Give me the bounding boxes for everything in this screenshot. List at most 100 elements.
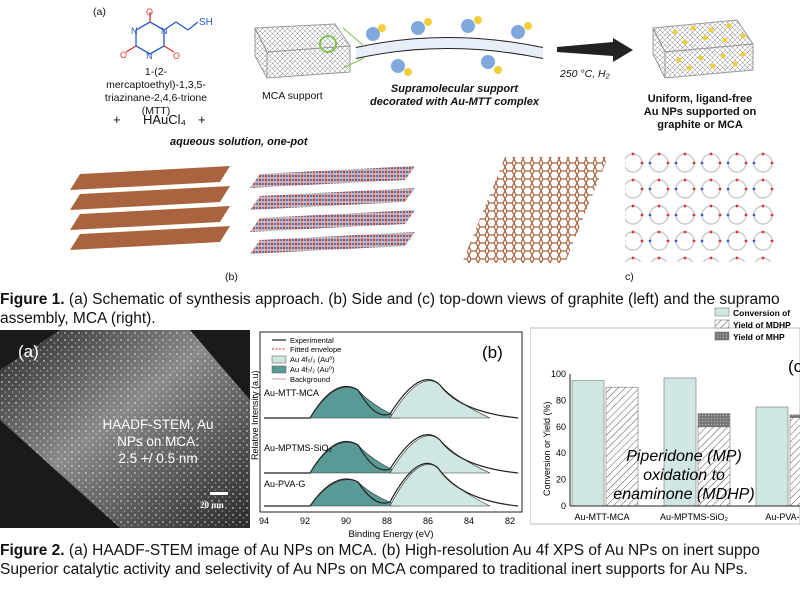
- bar-panel-label: (c: [788, 357, 800, 376]
- uniform-line-1: Uniform, ligand-free: [647, 93, 753, 105]
- xps-legend-4f72: Au 4f₇/₂ (Au⁰): [290, 365, 335, 374]
- stem-scalebar-label: 20 nm: [200, 500, 224, 510]
- supramolecular-line-2: decorated with Au-MTT complex: [370, 96, 539, 108]
- ring-nitrogen-3: N: [146, 51, 153, 61]
- bar-conversion-2: [663, 377, 697, 507]
- au-np-product-graphic: [652, 19, 754, 79]
- bar-conversion-1: [571, 380, 605, 507]
- mtt-name: 1-(2-mercaptoethyl)-1,3,5- triazinane-2,…: [96, 66, 216, 118]
- xps-legend-experimental: Experimental: [290, 336, 334, 345]
- stem-scalebar: [210, 492, 228, 495]
- figure2-caption: Figure 2. (a) HAADF-STEM image of Au NPs…: [0, 541, 760, 560]
- bar-mdhp-2: [697, 426, 731, 507]
- stem-panel-label: (a): [18, 342, 39, 361]
- x-category-3: Au-PVA-G: [765, 512, 800, 522]
- ring-nitrogen-1: N: [131, 26, 138, 36]
- thiol-group: SH: [199, 17, 213, 28]
- figure2-caption-line-1: (a) HAADF-STEM image of Au NPs on MCA. (…: [64, 542, 760, 559]
- bar-mhp-2: [697, 413, 731, 428]
- reaction-conditions: 250 °C, H₂: [560, 68, 610, 80]
- haucl4-label: HAuCl₄: [143, 112, 186, 127]
- aqueous-label: aqueous solution, one-pot: [170, 136, 308, 148]
- ring-oxygen-1: O: [146, 8, 153, 17]
- xps-legend-fitted: Fitted envelope: [290, 345, 341, 354]
- ring-oxygen-2: O: [120, 50, 127, 60]
- xps-y-axis-label: Relative Intensity (a.u): [250, 370, 260, 460]
- fig1-panel-c-label: c): [625, 271, 634, 283]
- stem-annotation-line-1: HAADF-STEM, Au: [102, 417, 214, 432]
- mtt-name-line-1: 1-(2-mercaptoethyl)-1,3,5-: [106, 66, 206, 91]
- mtt-molecule-structure: N N N O O O SH: [120, 8, 213, 61]
- chart-frame: [530, 327, 800, 525]
- stem-image: (a) HAADF-STEM, Au NPs on MCA: 2.5 +/ 0.…: [0, 330, 250, 528]
- stem-annotation: HAADF-STEM, Au NPs on MCA: 2.5 +/ 0.5 nm: [88, 416, 228, 467]
- figure2-caption-line2: Superior catalytic activity and selectiv…: [0, 561, 748, 578]
- legend-mhp: Yield of MHP: [733, 332, 785, 342]
- legend-mdhp: Yield of MDHP: [733, 320, 791, 330]
- xps-legend: Experimental Fitted envelope Au 4f₅/₂ (A…: [271, 336, 341, 384]
- fig1-panel-b-label: (b): [225, 271, 238, 283]
- y-tick-60: 60: [556, 422, 566, 432]
- xps-x-tick-6: 84: [464, 516, 474, 526]
- ring-oxygen-3: O: [173, 51, 180, 61]
- bar-legend: Conversion of Yield of MDHP Yield of MHP: [714, 307, 791, 342]
- y-tick-40: 40: [556, 448, 566, 458]
- xps-legend-background: Background: [290, 375, 330, 384]
- bar-y-axis-label: Conversion or Yield (%): [542, 401, 552, 496]
- mca-support-graphic: [254, 23, 351, 79]
- xps-legend-4f52: Au 4f₅/₂ (Au⁰): [290, 355, 335, 364]
- graphite-side-view: [70, 166, 230, 250]
- supramolecular-line-1: Supramolecular support: [390, 83, 519, 95]
- xps-x-tick-3: 90: [341, 516, 351, 526]
- stem-annotation-line-2: NPs on MCA:: [117, 434, 199, 449]
- inset-line-2: oxidation to: [643, 467, 725, 484]
- x-category-1: Au-MTT-MCA: [575, 512, 630, 522]
- xps-x-tick-7: 82: [505, 516, 515, 526]
- catalysis-bar-chart: 0 20 40 60 80 100 Conversion or Yield (%…: [530, 307, 800, 525]
- xps-panel-label: (b): [482, 343, 503, 362]
- bar-mdhp-1: [605, 386, 639, 507]
- xps-sample-1: Au-MTT-MCA: [264, 388, 319, 398]
- bar-conversion-3: [755, 406, 789, 507]
- figure1-caption: Figure 1. (a) Schematic of synthesis app…: [0, 290, 780, 309]
- figure1-caption-prefix: Figure 1.: [0, 291, 65, 308]
- decorated-sheet-graphic: [342, 16, 544, 76]
- y-tick-0: 0: [561, 501, 566, 511]
- uniform-line-3: graphite or MCA: [657, 119, 743, 131]
- xps-sample-2: Au-MPTMS-SiO₂: [264, 443, 333, 453]
- bar-mhp-3: [789, 414, 800, 418]
- plus-sign-1: +: [113, 112, 121, 127]
- xps-x-tick-4: 88: [382, 516, 392, 526]
- inset-line-1: Piperidone (MP): [626, 448, 742, 465]
- bar-mdhp-3: [789, 417, 800, 507]
- uniform-label: Uniform, ligand-free Au NPs supported on…: [625, 93, 775, 132]
- y-tick-100: 100: [551, 369, 566, 379]
- xps-sample-3: Au-PVA-G: [264, 479, 305, 489]
- legend-conversion: Conversion of: [733, 308, 790, 318]
- stem-annotation-line-3: 2.5 +/ 0.5 nm: [118, 451, 198, 466]
- y-tick-20: 20: [556, 475, 566, 485]
- plus-sign-2: +: [198, 112, 206, 127]
- mtt-name-line-2: triazinane-2,4,6-trione: [104, 92, 208, 104]
- figure1-caption-line2: assembly, MCA (right).: [0, 310, 156, 327]
- xps-x-tick-2: 92: [300, 516, 310, 526]
- y-tick-80: 80: [556, 395, 566, 405]
- reaction-arrow-icon: [557, 38, 633, 62]
- xps-plot: Experimental Fitted envelope Au 4f₅/₂ (A…: [250, 331, 523, 540]
- ring-nitrogen-2: N: [161, 26, 168, 36]
- mca-support-label: MCA support: [262, 90, 323, 102]
- supramolecular-label: Supramolecular support decorated with Au…: [352, 83, 557, 109]
- bar-layer: [571, 377, 800, 507]
- xps-x-tick-1: 94: [259, 516, 269, 526]
- uniform-line-2: Au NPs supported on: [643, 106, 757, 118]
- x-category-2: Au-MPTMS-SiO₂: [660, 512, 729, 522]
- mca-top-view: [625, 152, 775, 262]
- mca-side-view: [250, 166, 415, 254]
- xps-x-axis-label: Binding Energy (eV): [348, 529, 433, 540]
- figure2-caption-prefix: Figure 2.: [0, 542, 65, 559]
- figure1-caption-line-1: (a) Schematic of synthesis approach. (b)…: [64, 291, 780, 308]
- inset-line-3: enaminone (MDHP): [613, 486, 754, 503]
- mtt-name-line-3: (MTT): [141, 105, 171, 117]
- fig1-panel-a-label: (a): [93, 6, 106, 18]
- graphite-top-view: [462, 157, 608, 263]
